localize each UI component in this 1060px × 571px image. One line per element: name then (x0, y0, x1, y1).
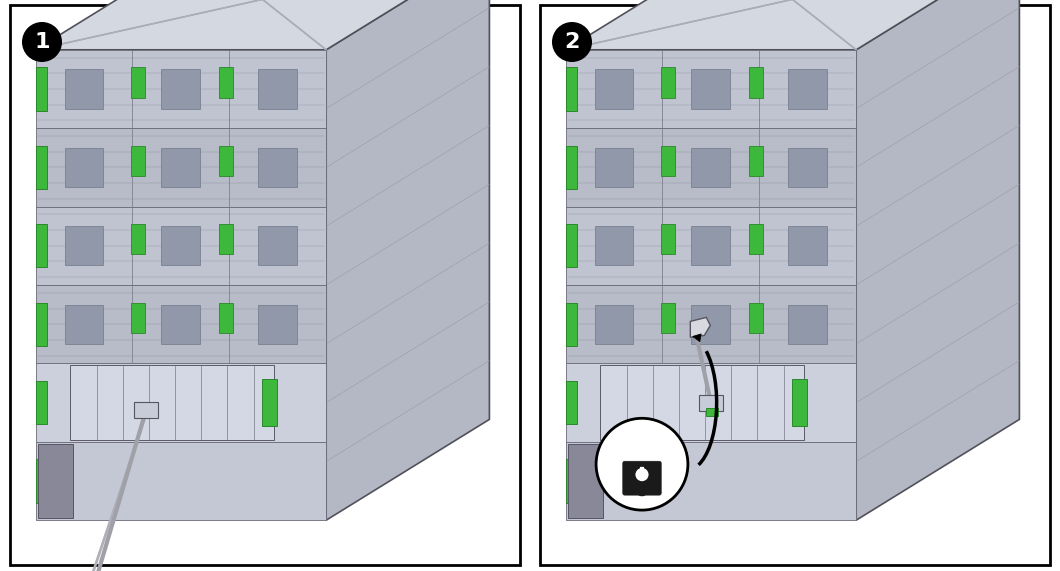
Bar (131, 381, 145, 411)
Text: 1: 1 (34, 32, 50, 52)
Bar (691, 226, 730, 266)
Bar (131, 67, 145, 98)
Circle shape (22, 22, 61, 62)
Bar (595, 226, 633, 266)
Bar (565, 303, 577, 346)
Bar (259, 304, 297, 344)
Bar (259, 70, 297, 108)
Bar (131, 146, 145, 176)
Bar (218, 381, 232, 411)
Bar (131, 303, 145, 333)
Bar (568, 444, 603, 518)
Bar (218, 224, 232, 255)
Bar (218, 146, 232, 176)
Bar (748, 146, 762, 176)
Bar (661, 303, 675, 333)
Text: 2: 2 (564, 32, 580, 52)
Bar (565, 381, 577, 424)
Bar (65, 70, 103, 108)
Bar (748, 224, 762, 255)
Bar (691, 304, 730, 344)
Bar (161, 304, 200, 344)
Bar (565, 67, 577, 111)
Bar (259, 226, 297, 266)
Bar (218, 303, 232, 333)
Polygon shape (565, 207, 856, 285)
Bar (789, 304, 827, 344)
Polygon shape (35, 207, 326, 285)
Polygon shape (565, 50, 856, 128)
Polygon shape (639, 467, 646, 475)
Bar (706, 408, 718, 416)
Bar (65, 148, 103, 187)
Polygon shape (35, 128, 326, 207)
Polygon shape (856, 0, 1020, 520)
Bar (565, 146, 577, 189)
Bar (70, 365, 273, 440)
Bar (565, 224, 577, 267)
Bar (600, 365, 803, 440)
Polygon shape (690, 317, 710, 337)
Bar (595, 148, 633, 187)
Circle shape (552, 22, 591, 62)
Bar (691, 148, 730, 187)
Bar (661, 224, 675, 255)
Polygon shape (35, 442, 326, 520)
Bar (748, 67, 762, 98)
Bar (595, 70, 633, 108)
Bar (748, 303, 762, 333)
Bar (595, 304, 633, 344)
Bar (35, 67, 47, 111)
Bar (134, 403, 158, 419)
Bar (259, 148, 297, 187)
Bar (35, 460, 47, 502)
Bar (565, 460, 577, 502)
Bar (789, 226, 827, 266)
Bar (789, 70, 827, 108)
Bar (789, 148, 827, 187)
Bar (262, 379, 277, 426)
Bar (131, 224, 145, 255)
Bar (35, 224, 47, 267)
Polygon shape (35, 363, 326, 442)
Bar (748, 381, 762, 411)
Polygon shape (35, 285, 326, 363)
Bar (218, 67, 232, 98)
Bar (161, 226, 200, 266)
Polygon shape (35, 50, 326, 128)
Polygon shape (565, 285, 856, 363)
Bar (661, 67, 675, 98)
Polygon shape (565, 128, 856, 207)
Bar (540, 5, 1050, 565)
Polygon shape (565, 0, 1020, 50)
Polygon shape (692, 334, 702, 342)
Polygon shape (35, 0, 490, 50)
Bar (792, 379, 807, 426)
Circle shape (635, 468, 649, 481)
Polygon shape (326, 0, 490, 520)
Bar (699, 395, 723, 411)
Bar (35, 146, 47, 189)
Polygon shape (565, 442, 856, 520)
Bar (35, 381, 47, 424)
Bar (65, 304, 103, 344)
Bar (65, 226, 103, 266)
Bar (161, 148, 200, 187)
Bar (38, 444, 73, 518)
Bar (661, 381, 675, 411)
Bar (35, 303, 47, 346)
Bar (661, 146, 675, 176)
Circle shape (596, 419, 688, 510)
Bar (161, 70, 200, 108)
Bar (691, 70, 730, 108)
FancyBboxPatch shape (623, 461, 661, 495)
Bar (10, 5, 520, 565)
Polygon shape (565, 363, 856, 442)
